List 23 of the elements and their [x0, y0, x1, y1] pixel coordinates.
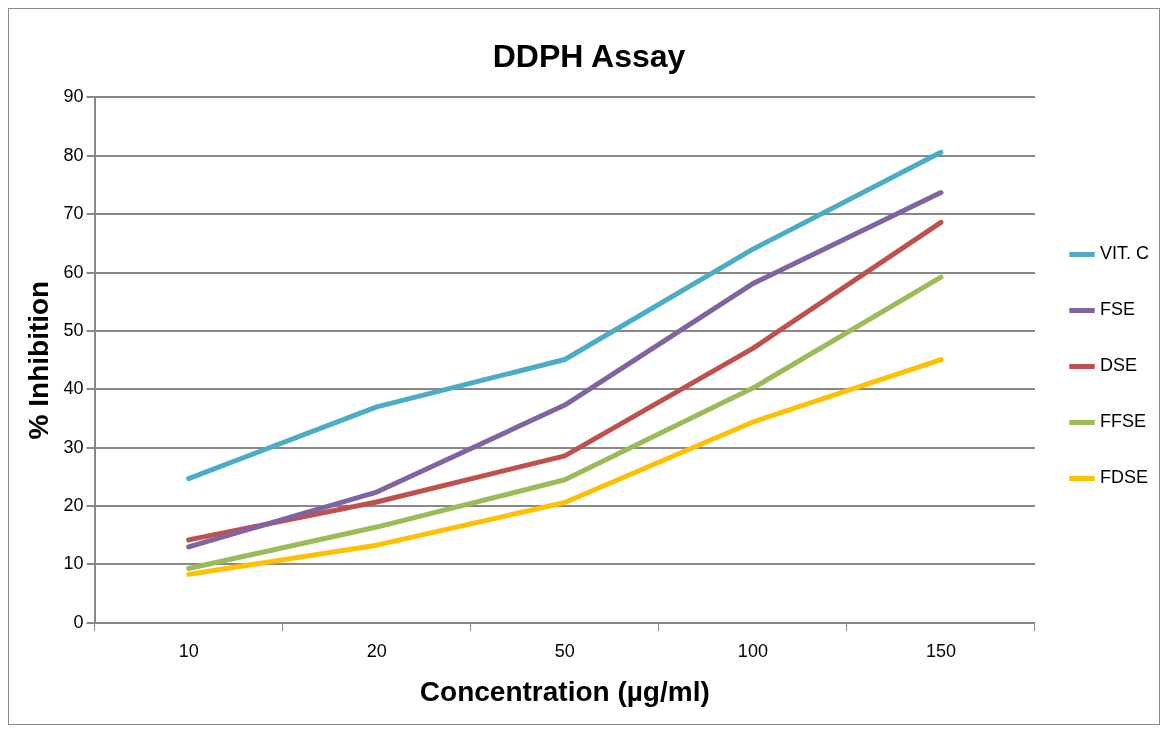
- y-tick-label: 20: [63, 495, 84, 516]
- y-tick-label: 90: [63, 86, 84, 107]
- y-axis-title: % Inhibition: [22, 280, 54, 440]
- legend-label: FDSE: [1099, 467, 1149, 488]
- y-tick-label: 50: [63, 319, 84, 340]
- y-tick-label: 40: [63, 378, 84, 399]
- y-tick-label: 60: [63, 261, 84, 282]
- legend-label: DSE: [1099, 355, 1138, 376]
- legend-label: FFSE: [1099, 411, 1147, 432]
- x-tick-label: 50: [554, 640, 575, 661]
- chart-title: DDPH Assay: [492, 38, 686, 75]
- y-tick-label: 10: [63, 553, 84, 574]
- y-tick-label: 30: [63, 436, 84, 457]
- legend-label: VIT. C: [1099, 243, 1150, 264]
- x-tick-label: 10: [178, 640, 199, 661]
- x-tick-label: 100: [737, 640, 768, 661]
- y-tick-label: 80: [63, 144, 84, 165]
- x-tick-label: 20: [366, 640, 387, 661]
- y-tick-label: 70: [63, 203, 84, 224]
- x-tick-label: 150: [925, 640, 956, 661]
- x-axis-title: Concentration (µg/ml): [419, 675, 710, 707]
- legend-label: FSE: [1099, 299, 1136, 320]
- y-tick-label: 0: [73, 611, 84, 632]
